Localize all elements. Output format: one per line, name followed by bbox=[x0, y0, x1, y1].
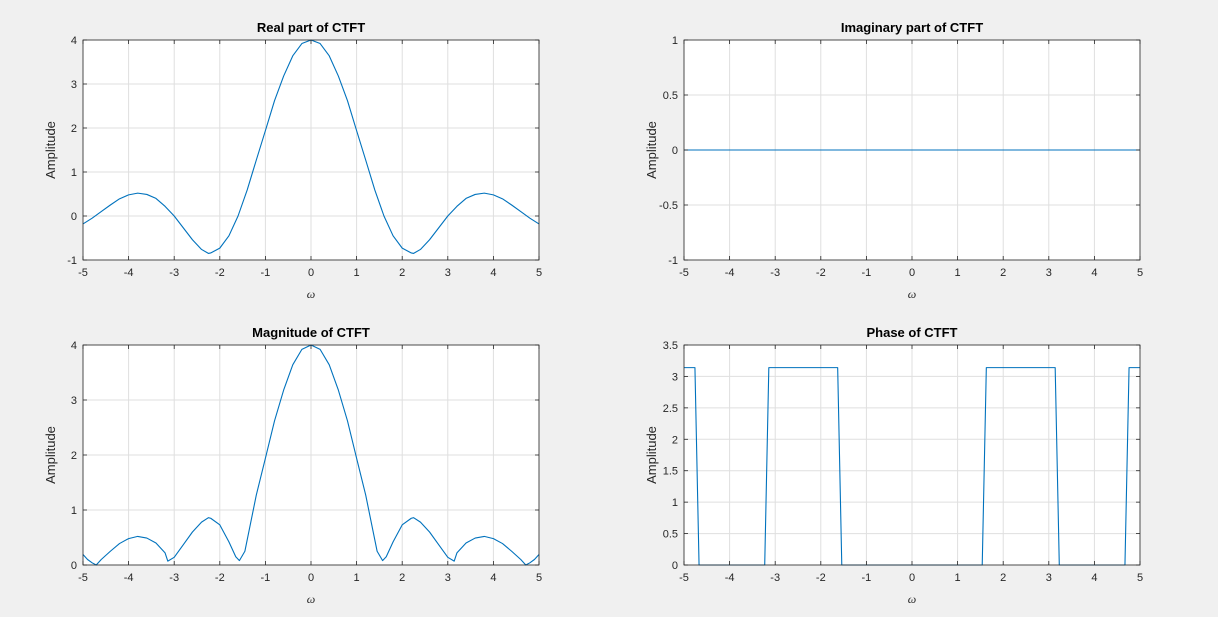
x-tick-label: 2 bbox=[1000, 572, 1006, 584]
x-tick-label: 3 bbox=[1046, 267, 1052, 279]
chart-title: Phase of CTFT bbox=[866, 325, 957, 340]
x-tick-label: 4 bbox=[490, 572, 496, 584]
y-tick-label: 0 bbox=[672, 145, 678, 157]
x-tick-label: 5 bbox=[536, 267, 542, 279]
x-tick-label: -1 bbox=[261, 267, 271, 279]
y-axis-label: Amplitude bbox=[644, 426, 659, 484]
x-axis-label: ω bbox=[908, 592, 916, 606]
x-tick-label: 0 bbox=[909, 267, 915, 279]
x-tick-label: 0 bbox=[308, 267, 314, 279]
x-tick-label: 5 bbox=[1137, 267, 1143, 279]
y-tick-label: 2 bbox=[672, 434, 678, 446]
x-tick-label: -1 bbox=[261, 572, 271, 584]
axes-3: -5 -4 -3 -2 -1 0 1 2 3 4 5 0 1 2 3 4 Magnitude of CTFT ω A… bbox=[43, 325, 542, 606]
y-tick-label: 1.5 bbox=[663, 466, 678, 478]
x-tick-label: -3 bbox=[169, 267, 179, 279]
x-tick-label: 2 bbox=[399, 267, 405, 279]
x-tick-label: -4 bbox=[725, 572, 735, 584]
x-tick-label: 4 bbox=[1091, 572, 1097, 584]
x-tick-label: 4 bbox=[490, 267, 496, 279]
x-tick-label: -3 bbox=[770, 572, 780, 584]
y-tick-label: 1 bbox=[672, 35, 678, 47]
x-axis-label: ω bbox=[908, 287, 916, 301]
y-tick-label: 3 bbox=[71, 395, 77, 407]
y-tick-label: -0.5 bbox=[659, 200, 678, 212]
y-tick-label: 1 bbox=[71, 167, 77, 179]
x-tick-label: -1 bbox=[862, 572, 872, 584]
chart-title: Magnitude of CTFT bbox=[252, 325, 370, 340]
y-tick-label: 0.5 bbox=[663, 529, 678, 541]
y-tick-label: 4 bbox=[71, 35, 77, 47]
y-tick-label: -1 bbox=[67, 255, 77, 267]
x-tick-label: 1 bbox=[955, 267, 961, 279]
x-tick-label: 3 bbox=[1046, 572, 1052, 584]
x-tick-label: -2 bbox=[816, 572, 826, 584]
x-axis-label: ω bbox=[307, 592, 315, 606]
x-tick-label: 0 bbox=[308, 572, 314, 584]
y-tick-label: 2 bbox=[71, 123, 77, 135]
x-tick-label: -1 bbox=[862, 267, 872, 279]
axes-4: -5 -4 -3 -2 -1 0 1 2 3 4 5 0 0.5 1 1.5 2 2.5 3 3.5 Phase of… bbox=[644, 325, 1143, 606]
y-tick-label: 3.5 bbox=[663, 340, 678, 352]
y-tick-label: 2.5 bbox=[663, 403, 678, 415]
y-tick-label: 0 bbox=[672, 560, 678, 572]
y-tick-label: 3 bbox=[672, 371, 678, 383]
y-tick-label: 1 bbox=[71, 505, 77, 517]
y-tick-label: 3 bbox=[71, 79, 77, 91]
y-tick-label: 0 bbox=[71, 211, 77, 223]
y-axis-label: Amplitude bbox=[43, 121, 58, 179]
y-tick-label: 1 bbox=[672, 497, 678, 509]
y-tick-label: 2 bbox=[71, 450, 77, 462]
y-tick-label: 4 bbox=[71, 340, 77, 352]
x-tick-label: 3 bbox=[445, 572, 451, 584]
x-tick-label: 0 bbox=[909, 572, 915, 584]
x-tick-label: 2 bbox=[1000, 267, 1006, 279]
x-tick-label: -4 bbox=[124, 572, 134, 584]
x-tick-label: -5 bbox=[679, 572, 689, 584]
x-tick-label: 1 bbox=[955, 572, 961, 584]
x-tick-label: -2 bbox=[816, 267, 826, 279]
x-tick-label: 1 bbox=[354, 267, 360, 279]
x-tick-label: 5 bbox=[536, 572, 542, 584]
x-tick-label: -5 bbox=[679, 267, 689, 279]
y-axis-label: Amplitude bbox=[43, 426, 58, 484]
x-axis-label: ω bbox=[307, 287, 315, 301]
x-tick-label: -4 bbox=[725, 267, 735, 279]
y-tick-label: -1 bbox=[668, 255, 678, 267]
axes-1: -5 -4 -3 -2 -1 0 1 2 3 4 5 -1 0 1 2 3 4 Real part of CTFT… bbox=[43, 20, 542, 301]
y-axis-label: Amplitude bbox=[644, 121, 659, 179]
x-tick-label: -2 bbox=[215, 572, 225, 584]
x-tick-label: 5 bbox=[1137, 572, 1143, 584]
x-tick-label: -3 bbox=[770, 267, 780, 279]
x-tick-label: 3 bbox=[445, 267, 451, 279]
x-tick-label: -3 bbox=[169, 572, 179, 584]
y-tick-label: 0.5 bbox=[663, 90, 678, 102]
chart-title: Real part of CTFT bbox=[257, 20, 365, 35]
x-tick-label: -5 bbox=[78, 267, 88, 279]
y-tick-label: 0 bbox=[71, 560, 77, 572]
x-tick-label: -4 bbox=[124, 267, 134, 279]
x-tick-label: 1 bbox=[354, 572, 360, 584]
x-tick-label: 2 bbox=[399, 572, 405, 584]
x-tick-label: -5 bbox=[78, 572, 88, 584]
chart-title: Imaginary part of CTFT bbox=[841, 20, 983, 35]
x-tick-label: 4 bbox=[1091, 267, 1097, 279]
axes-2: -5 -4 -3 -2 -1 0 1 2 3 4 5 -1 -0.5 0 0.5 1 Imaginary par… bbox=[644, 20, 1143, 301]
x-tick-label: -2 bbox=[215, 267, 225, 279]
